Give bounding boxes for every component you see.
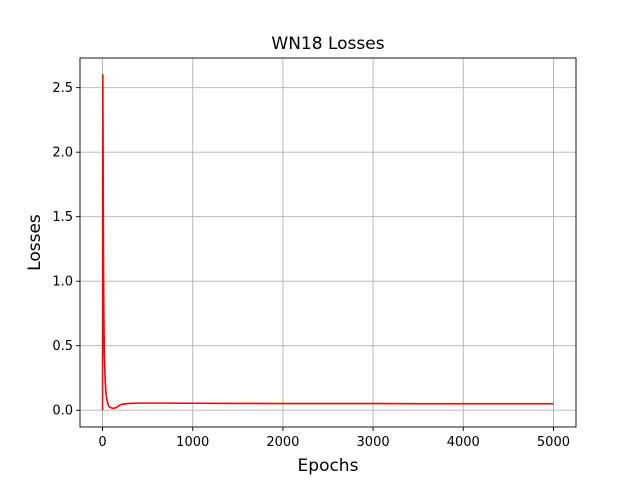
y-tick-label: 2.5 <box>52 81 73 96</box>
y-tick-label: 1.0 <box>52 275 73 290</box>
x-tick-label: 3000 <box>357 435 390 450</box>
y-tick-label: 0.0 <box>52 404 73 419</box>
y-tick-label: 2.0 <box>52 146 73 161</box>
plot-frame <box>79 57 577 428</box>
y-tick-label: 1.5 <box>52 210 73 225</box>
x-tick-label: 1000 <box>176 435 209 450</box>
y-axis-label: Losses <box>25 214 45 271</box>
x-tick-label: 0 <box>98 435 106 450</box>
series-layer <box>101 73 554 411</box>
x-tick-label: 2000 <box>266 435 299 450</box>
x-axis-label: Epochs <box>298 456 359 476</box>
grid <box>80 58 576 427</box>
chart-title: WN18 Losses <box>271 34 384 54</box>
y-tick-label: 0.5 <box>52 339 73 354</box>
x-tick-label: 5000 <box>537 435 570 450</box>
y-axis: 0.0 0.5 1.0 1.5 2.0 2.5 <box>52 81 80 419</box>
x-tick-label: 4000 <box>447 435 480 450</box>
x-axis: 0 1000 2000 3000 4000 5000 <box>98 427 570 450</box>
loss-series-line <box>101 73 554 411</box>
